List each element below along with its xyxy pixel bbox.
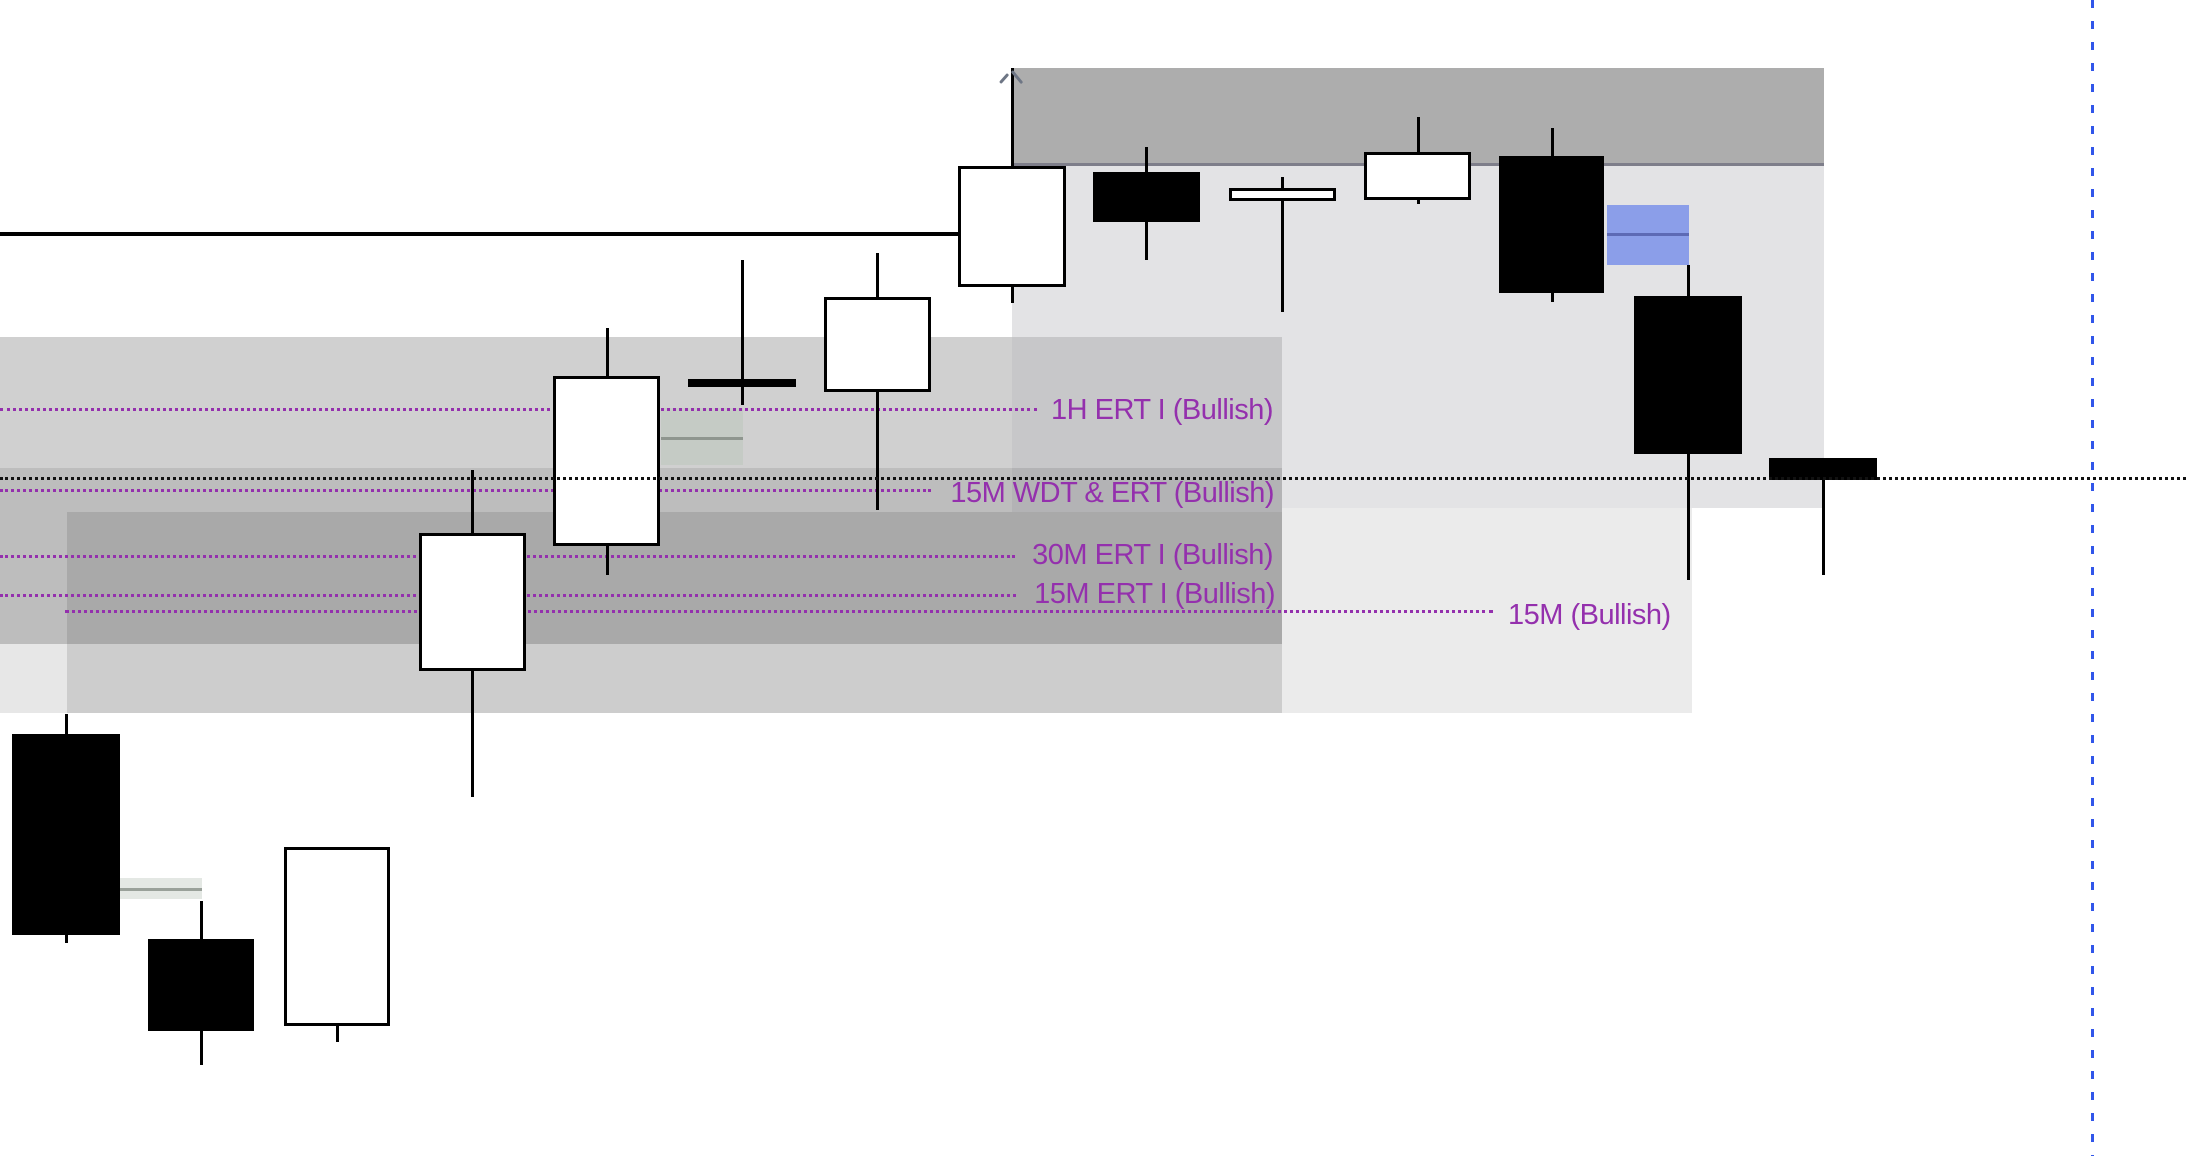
drawing-handle-icon[interactable] (999, 73, 1010, 84)
candle-body-bear (688, 379, 796, 387)
indicator-label[interactable]: 15M (Bullish) (1508, 598, 1671, 631)
zone-left-band4 (67, 644, 1282, 713)
indicator-label[interactable]: 15M WDT & ERT (Bullish) (950, 476, 1274, 509)
candle-body-bear (1499, 156, 1604, 293)
zone-left-band3-edge (0, 512, 67, 644)
candle-body-bull (1229, 188, 1336, 201)
zone-left-band1-overlap (1012, 337, 1282, 468)
indicator-label[interactable]: 30M ERT I (Bullish) (1032, 538, 1273, 571)
candle-body-bull (284, 847, 390, 1026)
zone-left-band2-overlap (1012, 468, 1282, 512)
order-block-upper (661, 408, 743, 465)
solid-level-line (0, 232, 958, 236)
candle-wick (1822, 458, 1825, 575)
order-block-upper-midline (661, 437, 743, 440)
candle-wick (1281, 177, 1284, 312)
zone-left-band4-edge (0, 644, 67, 713)
candle-body-bear (1634, 296, 1742, 454)
candle-body-bull (419, 533, 526, 671)
candle-body-bull (824, 297, 931, 392)
indicator-label[interactable]: 15M ERT I (Bullish) (1034, 577, 1275, 610)
highlight-box-divider (1607, 233, 1689, 236)
zone-left-band3 (67, 512, 1282, 644)
indicator-level-line (0, 408, 1037, 411)
indicator-label[interactable]: 1H ERT I (Bullish) (1051, 393, 1274, 426)
price-dotted-line (0, 477, 2186, 480)
candle-body-bull (1364, 152, 1471, 200)
candle-body-bull (553, 376, 660, 546)
indicator-level-line (65, 610, 1493, 613)
candle-body-bear (148, 939, 254, 1031)
candle-body-bear (1093, 172, 1200, 222)
candle-body-bull (958, 166, 1066, 287)
indicator-level-line (0, 489, 931, 492)
candle-body-bear (12, 734, 120, 935)
candle-wick (741, 260, 744, 405)
order-block-lower-midline (120, 888, 202, 891)
session-separator-vline[interactable] (2091, 0, 2094, 1156)
